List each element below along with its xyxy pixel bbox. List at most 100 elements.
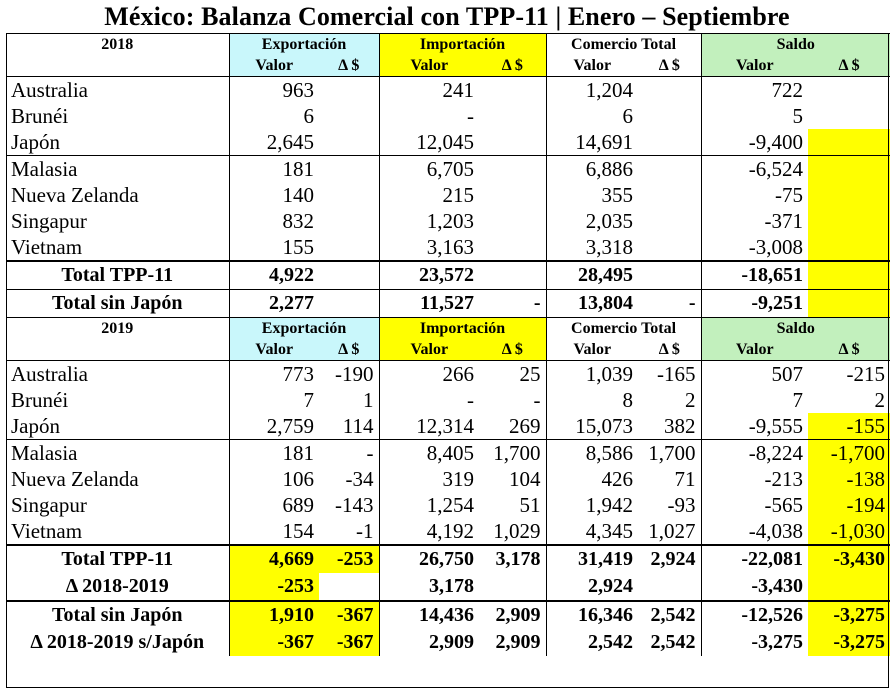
- row-label: Brunéi: [6, 387, 230, 413]
- cell-exp: 6: [303, 104, 315, 128]
- cell-ct: 1,942: [585, 493, 634, 517]
- cell-saldo-d: -1,700: [808, 439, 891, 466]
- cell-ct-d: [638, 182, 702, 208]
- cell-ct: 355: [601, 183, 634, 207]
- cell-saldo-d: -1,030: [808, 518, 891, 545]
- cell-exp-d: -367: [319, 629, 380, 656]
- subheader-delta: Δ $: [319, 339, 380, 361]
- subheader-valor: Valor: [379, 339, 480, 361]
- row-label: Brunéi: [6, 103, 230, 129]
- cell-imp-d: [479, 182, 547, 208]
- subheader-row: Valor Δ $ Valor Δ $ Valor Δ $ Valor Δ $: [6, 339, 891, 361]
- country-row: Singapur 689 -143 1,254 51 1,942 -93 -565 -194: [6, 492, 891, 518]
- cell-imp-d: -: [479, 289, 547, 318]
- header-exportacion: Exportación: [229, 317, 380, 339]
- cell-saldo: -3,008: [748, 235, 804, 259]
- header-comercio-total: Comercio Total: [546, 317, 702, 339]
- cell-saldo-d: -3,275: [808, 629, 891, 656]
- cell-ct: 15,073: [575, 414, 634, 438]
- subheader-delta: Δ $: [808, 55, 891, 77]
- cell-ct: 1,039: [585, 362, 634, 386]
- cell-saldo: -9,251: [701, 289, 809, 318]
- section-header-row: 2019 Exportación Importación Comercio Total…: [6, 317, 891, 339]
- cell-imp-d: [479, 260, 547, 290]
- cell-exp: 2,277: [229, 289, 319, 318]
- cell-ct-d: -93: [638, 492, 702, 518]
- cell-imp: 319: [442, 467, 475, 491]
- country-row: Vietnam 155 3,163 3,318 -3,008: [6, 234, 891, 261]
- country-row: Australia 773 -190 266 25 1,039 -165 507 -215: [6, 360, 890, 387]
- cell-imp: 1,203: [426, 209, 475, 233]
- cell-exp: 1,910: [229, 600, 319, 629]
- cell-saldo: -565: [764, 493, 804, 517]
- cell-ct: 3,318: [585, 235, 634, 259]
- cell-exp: 963: [282, 78, 315, 102]
- country-row: Vietnam 154 -1 4,192 1,029 4,345 1,027 -4,038 -1…: [6, 518, 891, 545]
- subheader-blank: [6, 339, 230, 361]
- subheader-valor: Valor: [546, 339, 639, 361]
- cell-imp: 11,527: [379, 289, 480, 318]
- cell-saldo: -3,430: [751, 575, 804, 597]
- cell-exp: 4,922: [229, 260, 319, 290]
- trade-balance-table: 2018 Exportación Importación Comercio Total…: [6, 33, 891, 656]
- cell-ct: 13,804: [546, 289, 639, 318]
- cell-exp-d: -190: [319, 360, 380, 387]
- cell-exp: 106: [282, 467, 315, 491]
- cell-ct: 8: [622, 388, 634, 412]
- section-year: 2019: [6, 317, 230, 339]
- cell-ct-d: 382: [638, 413, 702, 440]
- header-exportacion: Exportación: [229, 33, 380, 55]
- country-row: Australia 963 241 1,204 722: [6, 76, 890, 104]
- cell-ct-d: 1,700: [638, 439, 702, 466]
- cell-exp: -253: [229, 573, 319, 601]
- cell-saldo: -22,081: [701, 544, 809, 573]
- cell-saldo-d: [808, 289, 891, 318]
- cell-saldo-d: [808, 155, 891, 182]
- cell-exp-d: [319, 573, 380, 601]
- cell-imp: 4,192: [426, 519, 475, 543]
- cell-exp-d: [319, 129, 380, 156]
- cell-saldo: -12,526: [701, 600, 809, 629]
- cell-exp-d: [319, 289, 380, 318]
- cell-saldo-d: -215: [846, 362, 886, 386]
- row-label: Japón: [6, 129, 230, 156]
- subheader-delta: Δ $: [638, 339, 702, 361]
- page-title: México: Balanza Comercial con TPP-11 | E…: [104, 2, 790, 31]
- country-row: Brunéi 7 1- -8 2 7 2: [6, 387, 890, 413]
- cell-saldo: 5: [792, 104, 804, 128]
- cell-ct: 1,204: [585, 78, 634, 102]
- cell-ct-d: [638, 208, 702, 234]
- cell-exp-d: [319, 182, 380, 208]
- cell-ct-d: [638, 234, 702, 261]
- cell-saldo-d: -3,275: [808, 600, 891, 629]
- cell-ct-d: 2,542: [638, 600, 702, 629]
- cell-ct: 426: [601, 467, 634, 491]
- cell-ct: 6,886: [546, 155, 639, 182]
- cell-ct-d: [638, 76, 702, 103]
- subheader-valor: Valor: [701, 339, 809, 361]
- cell-exp: 773: [282, 362, 315, 386]
- cell-ct-d: -165: [638, 360, 702, 387]
- cell-exp-d: 114: [319, 413, 380, 440]
- cell-imp-d: [479, 76, 547, 103]
- country-row: Japón 2,645 12,045 14,691 -9,400: [6, 129, 891, 156]
- cell-saldo-d: [808, 182, 891, 208]
- cell-imp-d: [479, 103, 547, 129]
- cell-saldo-d: [808, 208, 891, 234]
- cell-exp-d: -253: [319, 544, 380, 573]
- cell-imp-d: 104: [479, 466, 547, 492]
- cell-exp: 2,759: [266, 414, 314, 438]
- cell-imp: 2,909: [429, 631, 475, 653]
- cell-saldo-d: [808, 260, 891, 290]
- row-label: Δ 2018-2019 s/Japón: [6, 629, 230, 656]
- cell-ct-d: [638, 129, 702, 156]
- cell-saldo-d: [808, 77, 890, 104]
- cell-imp: 266: [442, 362, 475, 386]
- subheader-valor: Valor: [229, 339, 319, 361]
- section-year: 2018: [6, 33, 230, 55]
- cell-exp-d: [319, 234, 380, 261]
- subheader-delta: Δ $: [479, 55, 547, 77]
- row-label: Australia: [6, 360, 230, 387]
- country-row: Malasia 181-8,405 1,700 8,586 1,700 -8,224 -1,…: [6, 439, 891, 466]
- cell-saldo: -9,555: [748, 414, 804, 438]
